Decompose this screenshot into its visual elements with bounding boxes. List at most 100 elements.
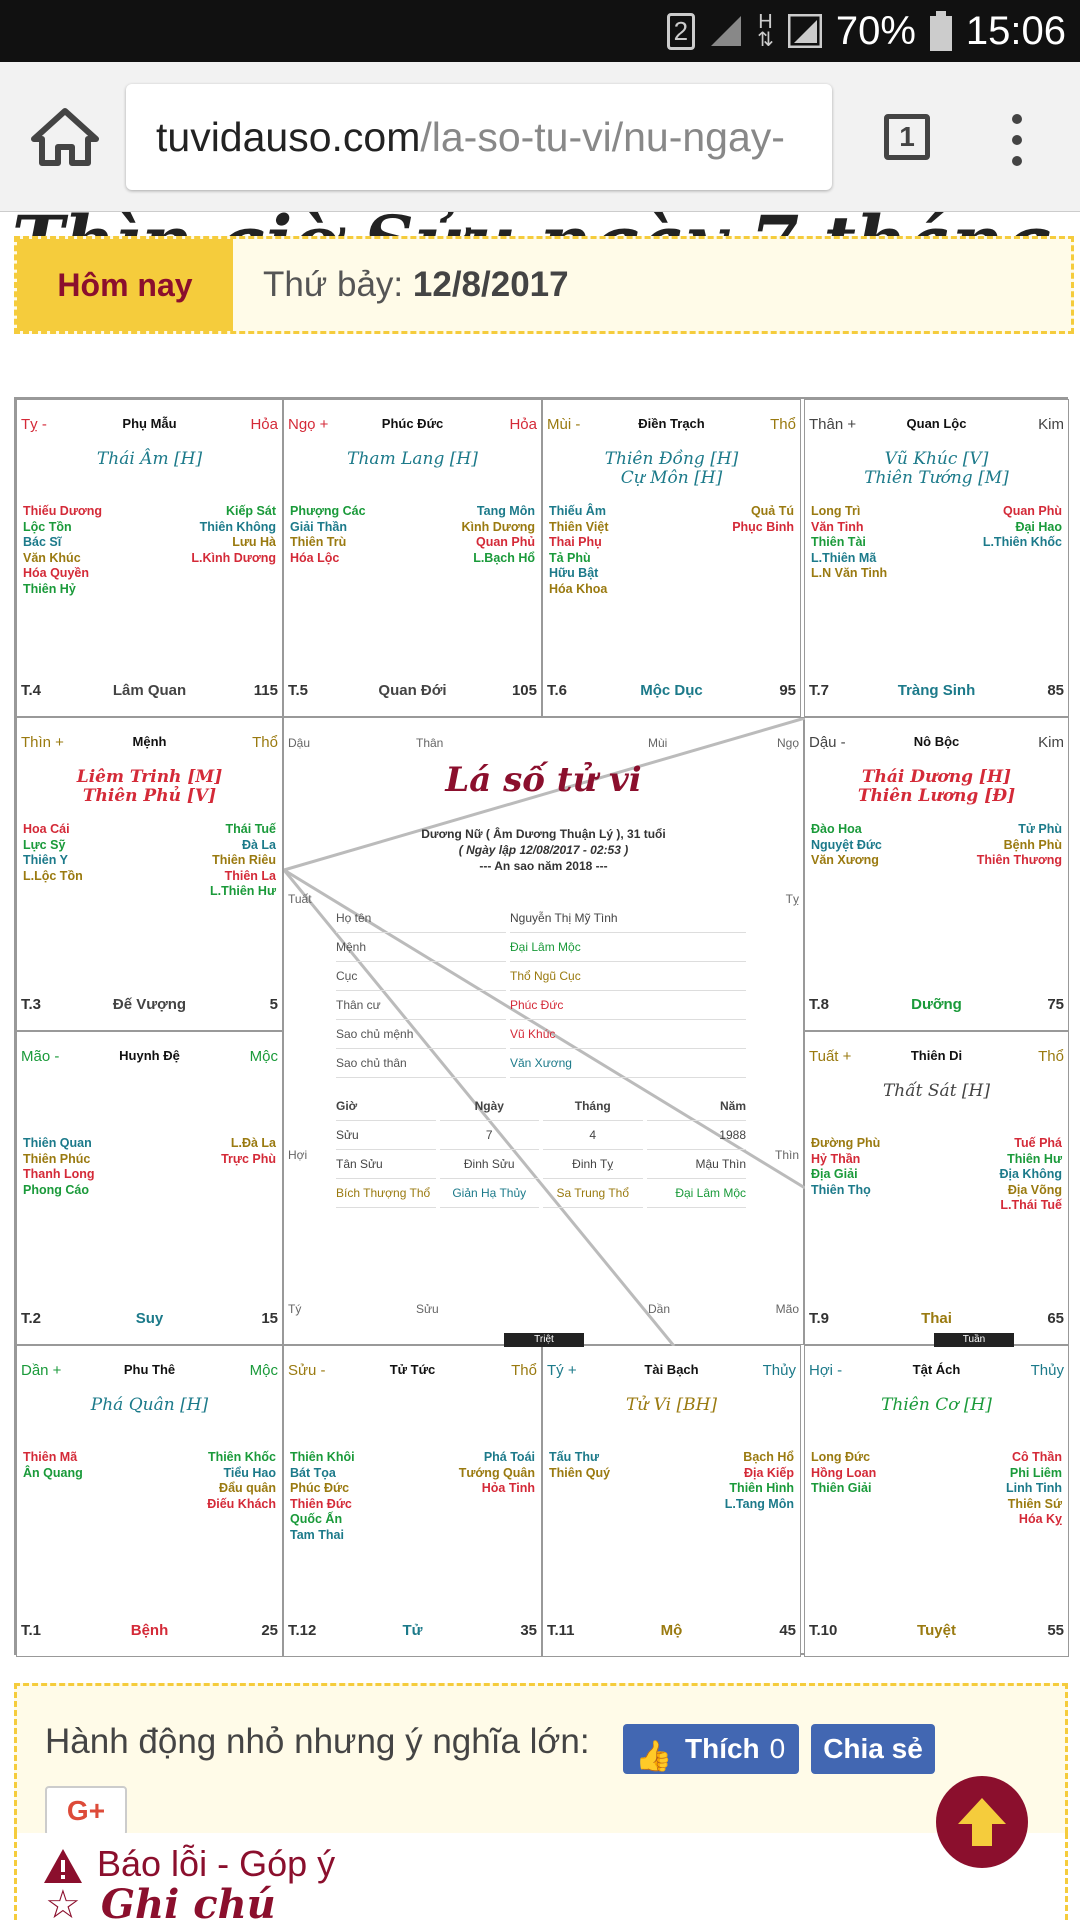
palace-name: Phu Thê <box>123 1362 176 1377</box>
stars-right: Kiếp Sát Thiên Không Lưu Hà L.Kình Dương <box>191 504 276 566</box>
main-star: Thiên Tướng [M] <box>864 468 1009 488</box>
stars-left: Phượng Các Giải Thần Thiên Trù Hóa Lộc <box>290 504 366 566</box>
info-key: Mệnh <box>336 933 506 962</box>
today-label: Hôm nay <box>17 239 233 331</box>
facebook-like-button[interactable]: 👍 Thích 0 <box>623 1724 799 1774</box>
age-marker: 85 <box>1047 682 1064 699</box>
stars-right: Quan Phù Đại Hao L.Thiên Khốc <box>983 504 1062 551</box>
stars-right: Thiên Khốc Tiểu Hao Đẩu quân Điếu Khách <box>207 1450 276 1512</box>
info-value: Phúc Đức <box>510 991 746 1020</box>
life-stage: Mộc Dục <box>640 682 703 699</box>
palace-element: Kim <box>1038 416 1064 433</box>
palace-cell: Ngọ + Phúc Đức Hỏa Tham Lang [H] Phượng … <box>283 399 542 717</box>
palace-element: Thổ <box>770 416 796 433</box>
tuan-tag: Tuần <box>934 1333 1014 1347</box>
share-section: Hành động nhỏ nhưng ý nghĩa lớn: 👍 Thích 0… <box>14 1683 1068 1836</box>
palace-header: Ngọ + Phúc Đức Hỏa <box>288 416 537 436</box>
palace-footer: T.10 Tuyệt 55 <box>809 1622 1064 1642</box>
clock: 15:06 <box>965 8 1066 53</box>
age-marker: 75 <box>1047 996 1064 1013</box>
info-row: Sao chủ mệnh Vũ Khúc <box>336 1020 746 1049</box>
palace-index: T.4 <box>21 682 42 699</box>
palace-name: Điền Trạch <box>638 416 705 431</box>
scroll-to-top-button[interactable] <box>936 1776 1028 1868</box>
report-link[interactable]: Báo lỗi - Góp ý <box>43 1843 335 1885</box>
palace-branch: Dậu - <box>809 734 846 751</box>
info-key: Họ tên <box>336 904 506 933</box>
minor-star: Bát Tọa <box>290 1465 336 1480</box>
minor-star: Đào Hoa <box>811 822 862 836</box>
branch-label: Hợi <box>288 1148 308 1162</box>
date-cell: Đinh Sửu <box>439 1150 539 1179</box>
chart-title: Lá số tử vi <box>445 760 642 800</box>
date-cell: Bích Thượng Thổ <box>336 1179 436 1208</box>
minor-star: Tử Phù <box>1018 822 1062 836</box>
palace-cell: Tỵ - Phụ Mẫu Hỏa Thái Âm [H] Thiếu Dương… <box>16 399 283 717</box>
age-marker: 95 <box>779 682 796 699</box>
home-icon[interactable] <box>30 107 100 167</box>
minor-star: Thiên Đức <box>290 1496 352 1511</box>
minor-star: Tả Phù <box>549 550 591 565</box>
minor-star: Hồng Loan <box>811 1465 877 1480</box>
minor-star: Thiên La <box>224 868 276 883</box>
minor-star: Kiếp Sát <box>225 504 276 518</box>
date-row: Tân Sửu Đinh Sửu Đinh Tỵ Mậu Thìn <box>336 1150 746 1179</box>
minor-star: Tuế Phá <box>1014 1136 1062 1150</box>
facebook-share-button[interactable]: Chia sẻ <box>811 1724 935 1774</box>
today-weekday: Thứ bảy: <box>263 265 413 304</box>
today-banner: Hôm nay Thứ bảy: 12/8/2017 <box>14 236 1074 334</box>
url-bar[interactable]: tuvidauso.com/la-so-tu-vi/nu-ngay- <box>126 84 832 190</box>
minor-star: Thiên Phúc <box>23 1151 91 1166</box>
stars-left: Hoa Cái Lực Sỹ Thiên Y L.Lộc Tồn <box>23 822 83 884</box>
info-value: Nguyễn Thị Mỹ Tình <box>510 904 746 933</box>
palace-name: Tật Ách <box>912 1362 961 1377</box>
branch-label: Dậu <box>288 736 311 750</box>
minor-star: Quan Phù <box>1002 504 1062 518</box>
palace-name: Thiên Di <box>910 1048 963 1063</box>
arrow-up-icon <box>958 1798 1006 1846</box>
main-star: Vũ Khúc [V] <box>884 449 989 469</box>
palace-cell: Tý + Tài Bạch Thủy Tử Vi [BH] Tấu Thư Thi… <box>542 1345 801 1657</box>
info-value: Thổ Ngũ Cục <box>510 962 746 991</box>
palace-header: Tý + Tài Bạch Thủy <box>547 1362 796 1382</box>
life-stage: Bệnh <box>130 1622 169 1639</box>
palace-index: T.1 <box>21 1622 42 1639</box>
minor-star: Hỏa Tinh <box>481 1481 535 1496</box>
palace-element: Thủy <box>1030 1362 1064 1379</box>
main-star: Phá Quân [H] <box>90 1395 209 1415</box>
palace-branch: Hợi - <box>809 1362 843 1379</box>
minor-star: Hóa Quyền <box>23 566 89 581</box>
date-cell: Đinh Tỵ <box>543 1150 643 1179</box>
signal-icon <box>711 16 742 46</box>
palace-footer: T.6 Mộc Dục 95 <box>547 682 796 702</box>
date-cell: Sửu <box>336 1121 436 1150</box>
minor-star: Đà La <box>241 837 276 852</box>
branch-label: Tỵ <box>785 892 799 906</box>
minor-star: Đại Hao <box>1015 519 1062 534</box>
minor-star: Thiên Riêu <box>212 853 276 868</box>
palace-name: Phúc Đức <box>381 416 444 431</box>
info-value: Văn Xương <box>510 1049 746 1078</box>
minor-star: Tang Môn <box>476 504 535 518</box>
share-prompt: Hành động nhỏ nhưng ý nghĩa lớn: <box>45 1722 590 1761</box>
main-star: Thất Sát [H] <box>882 1081 991 1101</box>
palace-footer: T.8 Dưỡng 75 <box>809 996 1064 1016</box>
minor-star: Tam Thai <box>290 1527 344 1542</box>
minor-star: Thai Phụ <box>549 535 602 550</box>
minor-star: Bác Sĩ <box>23 535 62 550</box>
palace-element: Thổ <box>252 734 278 751</box>
minor-star: Lộc Tồn <box>23 519 72 534</box>
tab-switcher-button[interactable]: 1 <box>884 114 930 160</box>
palace-header: Dần + Phu Thê Mộc <box>21 1362 278 1382</box>
chart-info-created: ( Ngày lập 12/08/2017 - 02:53 ) <box>458 843 629 857</box>
palace-index: T.9 <box>809 1310 830 1327</box>
palace-name: Phụ Mẫu <box>122 416 177 431</box>
branch-label: Ngọ <box>776 736 799 750</box>
stars-right: Quả Tú Phục Binh <box>732 504 794 535</box>
minor-star: Quốc Ấn <box>290 1512 343 1527</box>
palace-branch: Tỵ - <box>21 416 47 433</box>
signal-icon-2 <box>787 14 822 48</box>
google-plus-button[interactable]: G+ <box>45 1786 127 1836</box>
age-marker: 35 <box>520 1622 537 1639</box>
overflow-menu-icon[interactable] <box>1010 114 1024 166</box>
